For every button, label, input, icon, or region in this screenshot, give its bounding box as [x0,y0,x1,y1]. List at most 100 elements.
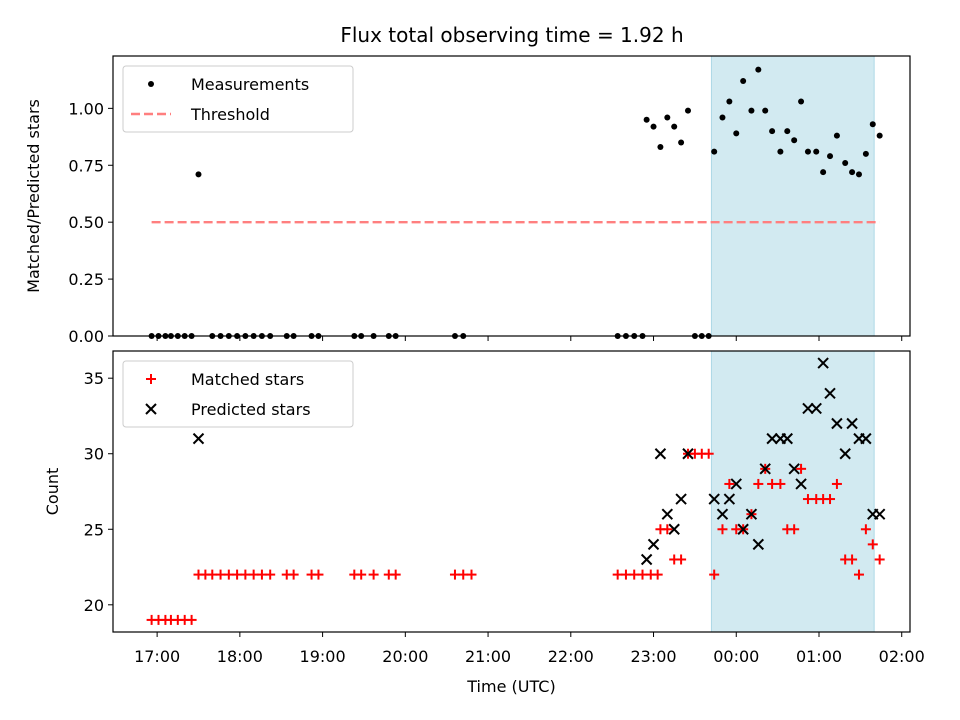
data-point [873,508,886,520]
data-point-b [795,478,807,490]
data-point [466,569,477,580]
series-matched-stars [146,448,885,625]
data-point [798,98,805,105]
data-point [647,538,660,551]
legend-label: Threshold [190,105,270,124]
data-point [313,569,324,580]
data-point [368,569,379,580]
data-point [777,148,784,155]
legend-label: Measurements [191,75,309,94]
data-point [833,132,840,139]
data-point [740,78,747,85]
data-point [849,169,856,176]
data-point [657,144,664,151]
data-point [643,116,650,123]
data-point-b [730,478,742,490]
y-axis-label: Count [43,468,62,516]
data-point [682,448,694,460]
y-tick-label: 1.00 [68,99,104,118]
data-point [824,387,836,400]
data-point [652,569,663,580]
x-tick-label: 20:00 [382,647,428,666]
data-point-b [831,417,843,430]
data-point-b [675,493,687,505]
shaded-region [710,350,875,633]
x-tick-label: 22:00 [548,647,594,666]
data-point [671,123,678,130]
data-point-b [647,538,660,551]
data-point [676,554,687,565]
data-point [810,402,822,415]
data-point [195,171,202,178]
chart-title: Flux total observing time = 1.92 h [340,23,683,47]
legend-entry: Threshold [131,105,270,124]
data-point [684,107,691,114]
y-tick-label: 30 [84,445,104,464]
y-tick-label: 0.25 [68,270,104,289]
data-point [708,493,720,505]
legend-label: Matched stars [191,370,304,389]
data-point [784,128,791,135]
data-point [737,523,749,535]
data-point-b [682,448,694,460]
legend-entry: Predicted stars [145,400,311,419]
data-point [723,493,736,505]
data-point [860,524,871,535]
data-point-b [802,402,814,415]
data-point-b [839,448,851,460]
data-point [788,463,800,475]
data-point [753,478,764,489]
axes-frame [112,55,911,337]
x-tick-label: 02:00 [879,647,925,666]
data-point [874,554,885,565]
bottom-panel: 20 25 30 35 17:00 18:00 19:00 20:00 21:00 22:00 23… [43,350,925,696]
data-point [745,508,758,520]
data-point [781,432,793,445]
data-point [831,417,843,430]
data-point [186,614,197,625]
legend: Matched stars Predicted stars [122,360,354,428]
data-point [668,523,680,535]
data-point [755,66,762,73]
legend: Measurements Threshold [122,65,354,133]
data-point [839,448,851,460]
data-point [775,478,786,489]
data-point [842,159,849,166]
axes-frame [112,350,911,633]
data-point [876,132,883,139]
data-point [654,448,667,460]
y-tick-label: 0.50 [68,213,104,232]
data-point [717,524,728,535]
data-point [726,98,733,105]
legend-box [122,65,354,133]
data-point-b [654,448,667,460]
data-point-b [824,387,836,400]
data-point [853,569,864,580]
data-point-b [766,432,778,445]
data-point [288,569,299,580]
data-point [789,524,800,535]
data-point [390,569,401,580]
legend-marker [148,81,154,87]
data-point [769,128,776,135]
x-tick-label: 18:00 [217,647,263,666]
legend-entry: Matched stars [146,370,304,389]
data-point-b [860,432,872,445]
data-point [766,432,778,445]
legend-label: Predicted stars [191,400,311,419]
data-point [192,432,205,445]
data-point [846,417,858,430]
x-tick-label: 23:00 [630,647,676,666]
data-point [711,148,718,155]
data-point-b [737,523,749,535]
data-point [862,150,869,157]
data-point-b [668,523,680,535]
data-point-b [708,493,720,505]
y-tick-label: 20 [84,596,104,615]
data-point [675,493,687,505]
data-point-b [661,508,674,520]
legend-marker [145,403,157,415]
data-point-b [640,553,653,566]
data-point [804,148,811,155]
